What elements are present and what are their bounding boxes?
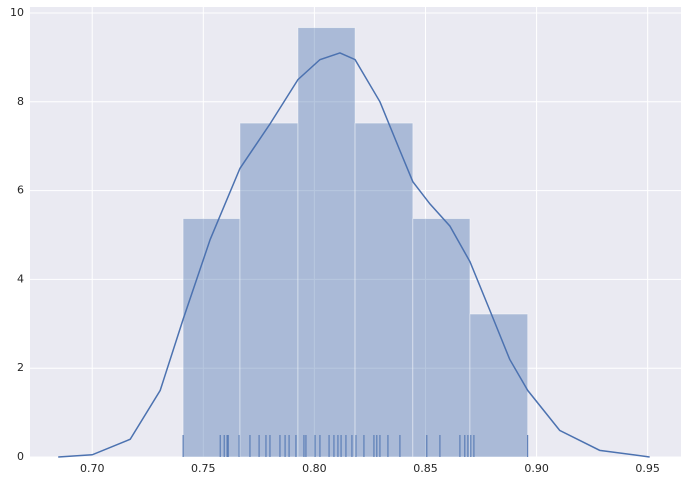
y-tick-label: 8: [17, 95, 24, 108]
plot-background: [30, 7, 681, 457]
x-tick-label: 0.85: [413, 462, 438, 475]
y-tick-label: 6: [17, 184, 24, 197]
histogram-bar: [412, 218, 471, 458]
x-tick-label: 0.70: [80, 462, 105, 475]
x-tick-label: 0.75: [191, 462, 216, 475]
histogram-bar: [354, 122, 414, 458]
kde-line: [58, 52, 650, 458]
histogram-bar: [182, 218, 241, 458]
histogram-bar: [469, 313, 529, 458]
y-tick-label: 10: [10, 6, 24, 19]
histogram-bar: [239, 122, 299, 458]
x-tick-label: 0.95: [635, 462, 660, 475]
x-tick-label: 0.90: [524, 462, 549, 475]
y-tick-label: 2: [17, 361, 24, 374]
x-tick-label: 0.80: [302, 462, 327, 475]
y-tick-label: 0: [17, 450, 24, 463]
histogram-bar: [297, 27, 356, 458]
y-tick-label: 4: [17, 272, 24, 285]
